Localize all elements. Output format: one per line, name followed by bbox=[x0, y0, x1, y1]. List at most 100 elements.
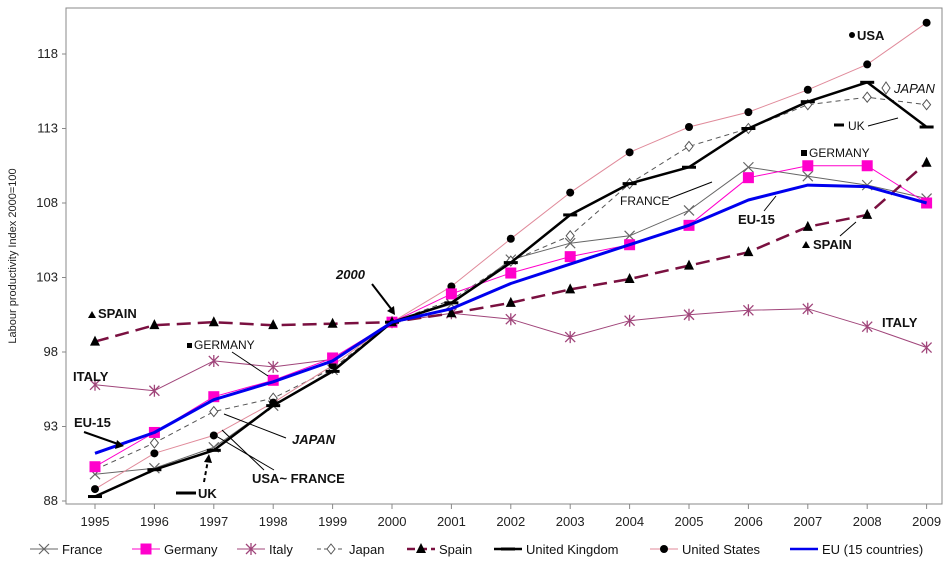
x-tick-label: 1997 bbox=[199, 514, 228, 529]
data-point-france bbox=[683, 205, 695, 216]
annotation-italy-left: ITALY bbox=[73, 369, 109, 384]
y-tick-label: 113 bbox=[37, 121, 58, 136]
data-point-germany bbox=[861, 160, 873, 172]
x-axis-ticks: 1995 1996 1997 1998 1999 2000 2001 2002 2003 2004… bbox=[81, 504, 941, 529]
data-point-japan bbox=[684, 140, 694, 153]
usa-france-arrow-2 bbox=[215, 435, 275, 471]
data-point-united-states bbox=[91, 485, 99, 494]
germany-left-arrow bbox=[231, 351, 269, 377]
data-point-japan bbox=[149, 437, 160, 449]
annotation-germany-right: GERMANY bbox=[809, 146, 870, 160]
data-point-united-states bbox=[922, 18, 931, 27]
legend-item-united-kingdom: United Kingdom bbox=[494, 542, 619, 557]
x-tick-label: 2007 bbox=[793, 514, 822, 529]
data-point-japan bbox=[862, 91, 872, 104]
data-point-france bbox=[742, 161, 754, 173]
data-point-united-states bbox=[625, 148, 634, 157]
uk-right-arrow bbox=[867, 117, 899, 127]
annotation-spain-left: SPAIN bbox=[98, 306, 137, 321]
x-tick-label: 2005 bbox=[675, 514, 704, 529]
legend-item-germany: Germany bbox=[132, 542, 218, 557]
data-point-france bbox=[802, 170, 814, 182]
annotation-france-right: FRANCE bbox=[620, 194, 669, 208]
series-line-spain bbox=[94, 161, 928, 343]
y-tick-label: 108 bbox=[36, 195, 58, 210]
annotation-spain-right: SPAIN bbox=[813, 237, 852, 252]
y-tick-label: 98 bbox=[44, 344, 58, 359]
data-point-spain bbox=[90, 335, 100, 346]
legend-label: EU (15 countries) bbox=[822, 542, 923, 557]
legend-item-italy: Italy bbox=[237, 542, 293, 557]
germany-right-marker bbox=[801, 150, 807, 156]
spain-left-marker bbox=[88, 311, 96, 318]
x-tick-label: 2004 bbox=[615, 514, 644, 529]
data-point-italy bbox=[921, 341, 933, 354]
annotation-uk-left: UK bbox=[198, 486, 217, 501]
legend-item-united-states: United States bbox=[650, 542, 761, 557]
annotation-eu15-left: EU-15 bbox=[74, 415, 111, 430]
data-point-spain bbox=[268, 319, 279, 330]
data-point-germany bbox=[89, 461, 101, 473]
legend-swatch-marker bbox=[660, 545, 668, 553]
data-point-united-states bbox=[744, 108, 753, 117]
data-point-united-states bbox=[506, 234, 515, 243]
series-layer bbox=[88, 18, 934, 499]
data-point-spain bbox=[327, 317, 338, 328]
y-axis-label: Labour productivity Index 2000=100 bbox=[7, 168, 19, 343]
y-tick-label: 118 bbox=[37, 46, 58, 61]
eu15-left-arrow bbox=[83, 431, 119, 445]
x-tick-label: 1995 bbox=[81, 514, 110, 529]
japan-left-arrow bbox=[223, 413, 287, 439]
legend-item-spain: Spain bbox=[407, 542, 472, 557]
series-united-kingdom bbox=[88, 80, 934, 499]
annotation-germany-left: GERMANY bbox=[194, 338, 255, 352]
data-point-united-states bbox=[209, 431, 218, 440]
data-point-italy bbox=[742, 304, 754, 317]
data-point-germany bbox=[802, 160, 814, 172]
data-point-france bbox=[624, 230, 636, 242]
x-tick-label: 2002 bbox=[496, 514, 525, 529]
data-point-united-states bbox=[150, 449, 159, 458]
annotation-italy-right: ITALY bbox=[882, 315, 918, 330]
data-point-japan bbox=[921, 98, 932, 111]
legend-item-japan: Japan bbox=[317, 542, 384, 557]
data-point-spain bbox=[624, 272, 635, 283]
legend-swatch-marker bbox=[416, 543, 426, 553]
x-tick-label: 2006 bbox=[734, 514, 763, 529]
legend-item-france: France bbox=[30, 542, 102, 557]
data-point-france bbox=[564, 237, 576, 249]
data-point-germany bbox=[208, 391, 220, 403]
france-right-arrow bbox=[667, 181, 713, 200]
data-point-spain bbox=[208, 316, 219, 327]
data-point-spain bbox=[684, 259, 694, 270]
annotation-japan-left: JAPAN bbox=[292, 432, 336, 447]
data-point-spain bbox=[921, 156, 932, 167]
y-tick-label: 93 bbox=[44, 419, 58, 434]
annotation-2000-arrowhead bbox=[387, 306, 395, 315]
japan-right-marker bbox=[881, 81, 891, 95]
annotations: 2000 SPAIN ITALY GERMANY EU-15 JAPAN USA… bbox=[73, 28, 936, 501]
legend-swatch-marker bbox=[326, 543, 336, 555]
uk-left-arrowhead bbox=[204, 454, 212, 463]
series-eu-15-countries bbox=[94, 183, 927, 455]
y-tick-label: 88 bbox=[44, 493, 58, 508]
legend-swatch-marker bbox=[245, 543, 257, 555]
annotation-japan-right: JAPAN bbox=[893, 81, 936, 96]
legend-swatch-marker bbox=[38, 543, 50, 555]
data-point-united-states bbox=[685, 123, 693, 132]
data-point-spain bbox=[802, 220, 813, 231]
annotation-eu15-right: EU-15 bbox=[738, 212, 775, 227]
data-point-germany bbox=[445, 288, 457, 300]
legend-label: United States bbox=[682, 542, 761, 557]
eu15-left-arrowhead bbox=[115, 440, 124, 449]
legend-label: France bbox=[62, 542, 102, 557]
data-point-spain bbox=[505, 296, 516, 307]
legend-item-eu-15-countries: EU (15 countries) bbox=[790, 542, 923, 557]
data-point-italy bbox=[208, 354, 220, 367]
annotation-2000: 2000 bbox=[335, 267, 366, 282]
x-tick-label: 2008 bbox=[853, 514, 882, 529]
data-point-united-states bbox=[863, 60, 872, 69]
x-tick-label: 2003 bbox=[556, 514, 585, 529]
spain-right-marker bbox=[802, 241, 810, 248]
